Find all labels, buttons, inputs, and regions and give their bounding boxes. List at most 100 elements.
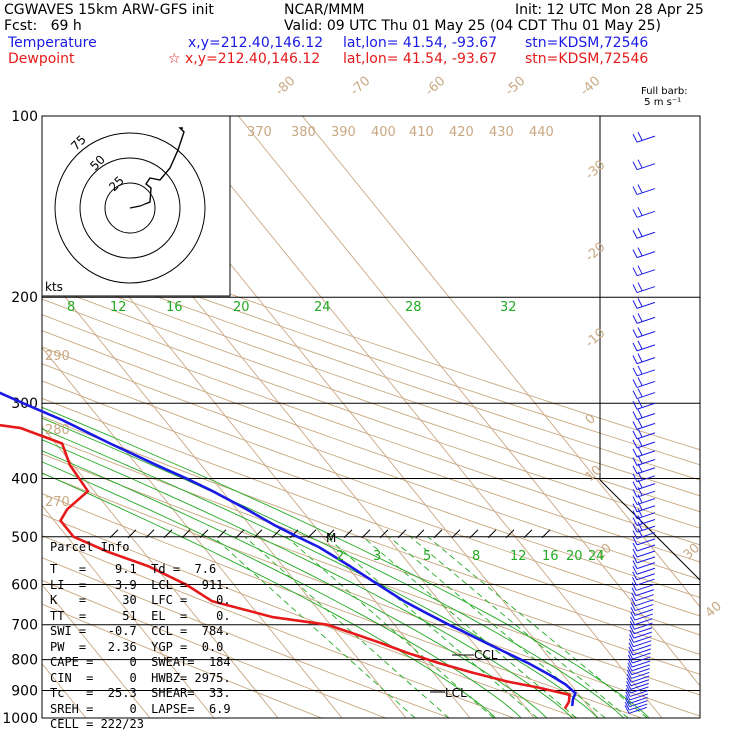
pressure-tick-label: 600 (11, 577, 38, 593)
pressure-tick-label: 800 (11, 653, 38, 669)
wind-barb (632, 644, 652, 652)
wind-barb-flag (637, 399, 643, 408)
hodograph-ring (79, 157, 181, 259)
dry-adiabat (42, 330, 700, 563)
wind-barb-flag (632, 448, 638, 458)
wind-barb (636, 402, 656, 410)
wind-barb (633, 640, 652, 648)
wind-barb-flag (625, 688, 631, 697)
parcel-info-row: CELL = 222/23 (50, 717, 144, 731)
mixing-label: 2 (336, 549, 344, 564)
mixing-label: 3 (373, 549, 381, 564)
isotherm (42, 583, 151, 718)
wind-barbs (624, 131, 656, 714)
mixing-ratio-line (326, 536, 538, 718)
wind-barb (635, 594, 654, 602)
parcel-info-row: SWI = -0.7 CCL = 784. (50, 624, 231, 638)
parcel-info-row: PW = 2.36 YGP = 0.0 (50, 639, 224, 654)
wind-barb-flag (632, 439, 638, 449)
wind-barb-flag (637, 521, 643, 531)
wind-barb-flag (631, 576, 637, 586)
wind-barb (636, 380, 656, 388)
wind-barb (636, 519, 656, 526)
isotherm-label: -10 (583, 326, 609, 351)
isotherm (42, 425, 279, 718)
mixing-label: 20 (566, 549, 583, 564)
wind-barb-flag (632, 473, 638, 483)
wind-barb-flag (625, 695, 631, 704)
wind-barb-flag (632, 530, 638, 539)
theta-label: 280 (45, 423, 70, 438)
wind-barb (635, 604, 654, 612)
wind-barb (636, 422, 656, 430)
wind-barb (632, 648, 651, 656)
wind-barb (636, 483, 656, 491)
wind-barb (636, 369, 656, 377)
hatch-mark (235, 529, 245, 539)
temperature-station: stn=KDSM,72546 (525, 35, 649, 51)
wind-barb (636, 458, 656, 466)
hatch-mark (163, 529, 173, 539)
pressure-tick-label: 100 (11, 109, 38, 125)
hatch-mark (505, 529, 515, 539)
dry-adiabat (42, 415, 700, 655)
hatch-mark (253, 529, 263, 539)
wind-barb-flag (629, 629, 635, 639)
wind-barb (631, 664, 651, 672)
wind-barb-flag (632, 209, 638, 218)
mixing-ratio-line (362, 536, 577, 718)
wind-barb-flag (637, 353, 643, 362)
wind-barb (634, 613, 653, 621)
wind-barb (636, 467, 656, 475)
barb-note: Full barb: 5 m s⁻¹ (641, 86, 688, 108)
wind-barb (629, 696, 648, 704)
isotherm (42, 504, 215, 718)
wind-barb (636, 567, 656, 575)
wind-barb-flag (637, 207, 643, 216)
wind-barb (636, 562, 656, 570)
dry-adiabat (42, 268, 700, 497)
dry-adiabat (42, 239, 700, 466)
wind-barb-flag (628, 646, 634, 656)
wind-barb (636, 525, 656, 533)
wind-barb (636, 556, 656, 564)
wind-barb (635, 589, 655, 597)
wind-barb (629, 693, 649, 701)
parcel-info-row: Tc = 25.3 SHEAR= 33. (50, 686, 231, 700)
wind-barb (636, 269, 656, 277)
wind-barb-flag (631, 592, 637, 601)
wind-barb-flag (627, 658, 633, 668)
pressure-tick-label: 400 (11, 471, 38, 487)
hodograph-trace (129, 203, 146, 209)
wind-barb (636, 550, 656, 558)
wind-barb-flag (632, 536, 638, 546)
wind-barb (636, 538, 656, 546)
hodo-units-label: kts (45, 280, 63, 294)
wind-barb-flag (637, 159, 643, 168)
hatch-mark (379, 529, 389, 539)
hatch-mark (145, 529, 155, 539)
isotherm-label: 0 (583, 411, 599, 428)
isotherm-label: -50 (503, 74, 529, 99)
wind-barb (632, 652, 651, 660)
wind-barb-flag (632, 284, 638, 293)
hatch-mark (307, 529, 317, 539)
wind-barb-flag (637, 508, 643, 517)
valid-time: Valid: 09 UTC Thu 01 May 25 (04 CDT Thu … (284, 18, 662, 34)
wind-barb (636, 392, 656, 400)
parcel-info-row: K = 30 LFC = 0. (50, 593, 231, 607)
dry-adiabat (42, 346, 700, 581)
wind-barb (636, 498, 656, 506)
mixing-label: 28 (405, 300, 422, 315)
theta-label: 400 (371, 125, 396, 140)
wind-barb-flag (637, 428, 643, 438)
hatch-mark (523, 529, 533, 539)
theta-label: 380 (291, 125, 316, 140)
parcel-info-row: T = 9.1 Td = 7.6 (50, 562, 217, 576)
isotherm (42, 267, 407, 718)
wind-barb-flag (632, 554, 638, 564)
theta-label: 410 (409, 125, 434, 140)
mixing-label: 8 (472, 549, 480, 564)
mixing-label: 24 (588, 549, 605, 564)
org-label: NCAR/MMM (284, 2, 365, 18)
